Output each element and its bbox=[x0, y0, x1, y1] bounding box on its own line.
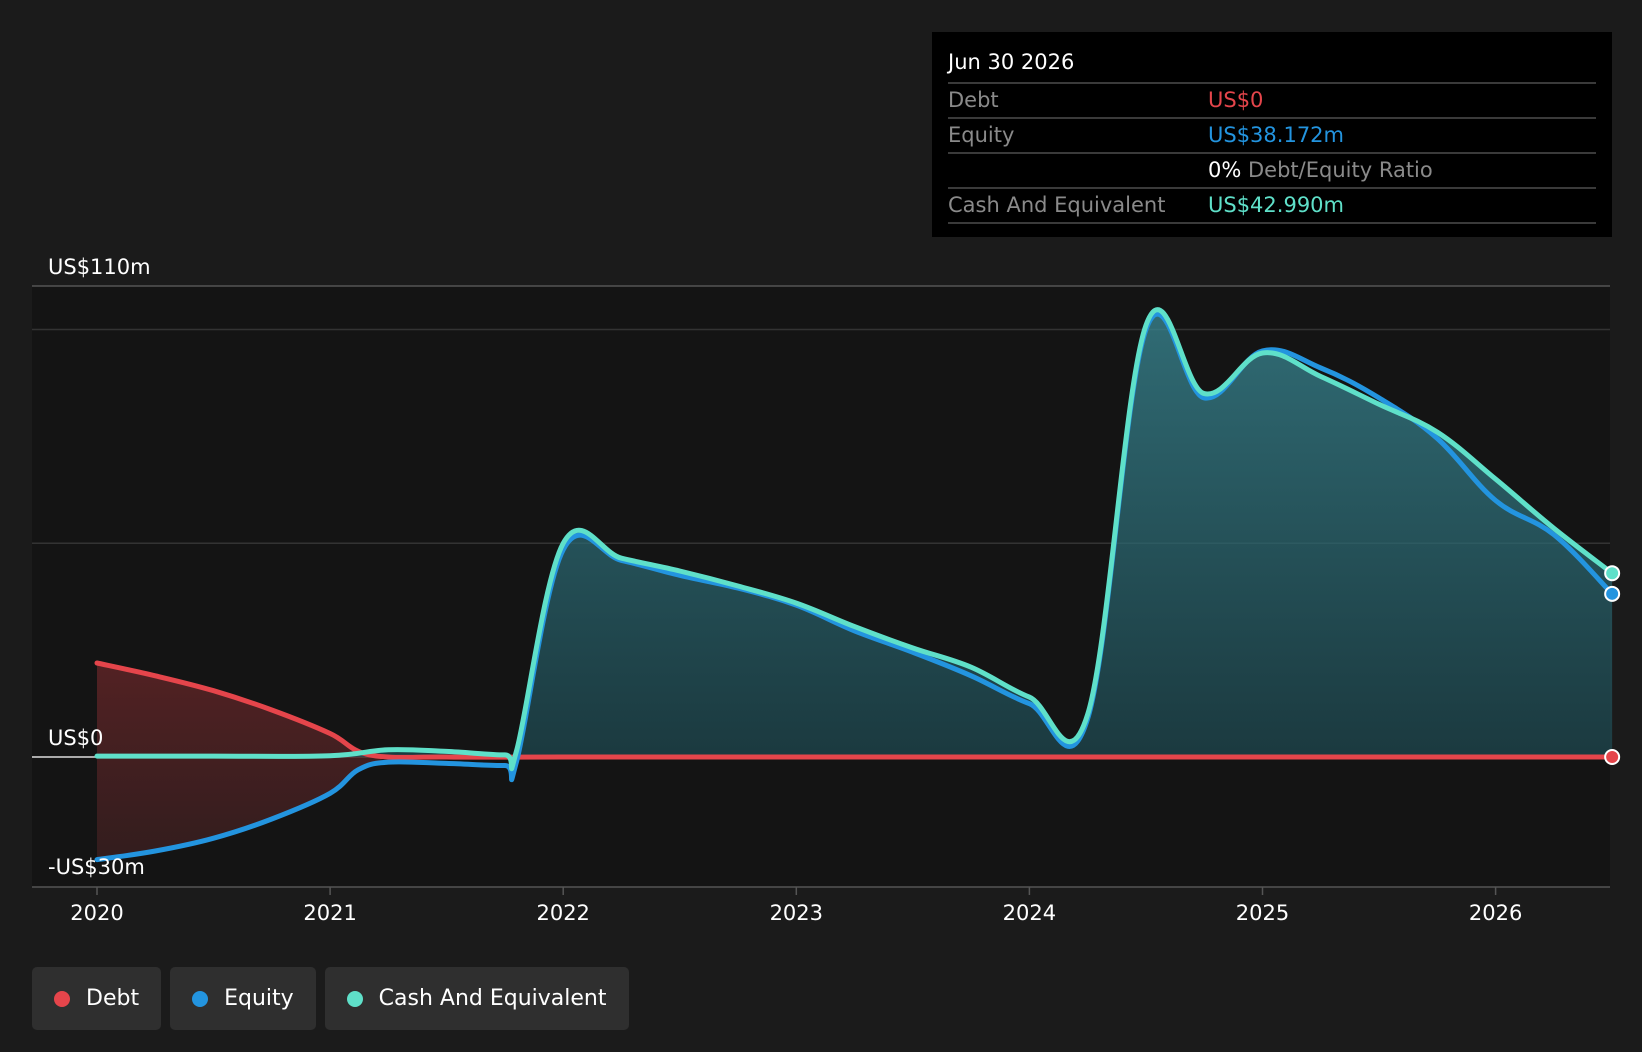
x-tick-label: 2023 bbox=[770, 901, 823, 925]
tooltip-cash-value: US$42.990m bbox=[1208, 193, 1344, 217]
y-axis-label: -US$30m bbox=[48, 855, 145, 879]
legend-item-equity[interactable]: Equity bbox=[170, 967, 316, 1030]
tooltip: Jun 30 2026 Debt US$0 Equity US$38.172m … bbox=[932, 32, 1612, 237]
tooltip-equity-row: Equity US$38.172m bbox=[948, 119, 1596, 152]
tooltip-cash-row: Cash And Equivalent US$42.990m bbox=[948, 189, 1596, 224]
tooltip-debt-row: Debt US$0 bbox=[948, 84, 1596, 119]
y-axis-label: US$0 bbox=[48, 726, 103, 750]
debt-line bbox=[94, 660, 1615, 760]
x-tick-label: 2024 bbox=[1003, 901, 1056, 925]
x-tick-label: 2022 bbox=[536, 901, 589, 925]
tooltip-ratio-value: 0% bbox=[1208, 158, 1242, 182]
x-tick-label: 2025 bbox=[1236, 901, 1289, 925]
equity-dot-icon bbox=[192, 990, 209, 1007]
equity-end-marker bbox=[1604, 585, 1621, 602]
equity-line bbox=[94, 311, 1615, 863]
tooltip-equity-value: US$38.172m bbox=[1208, 123, 1344, 147]
tooltip-date: Jun 30 2026 bbox=[948, 46, 1596, 84]
legend-label-debt: Debt bbox=[86, 986, 140, 1011]
cash-area bbox=[97, 309, 1613, 769]
x-tick-label: 2020 bbox=[70, 901, 123, 925]
tooltip-cash-label: Cash And Equivalent bbox=[948, 193, 1166, 217]
x-tick-label: 2021 bbox=[303, 901, 356, 925]
tooltip-debt-value: US$0 bbox=[1208, 88, 1264, 112]
legend-item-debt[interactable]: Debt bbox=[32, 967, 162, 1030]
debt-area bbox=[97, 663, 389, 860]
y-axis-label: US$110m bbox=[48, 255, 151, 279]
cash-line bbox=[94, 307, 1615, 772]
tooltip-debt-label: Debt bbox=[948, 88, 999, 112]
debt-dot-icon bbox=[54, 990, 70, 1007]
tooltip-ratio-row: 0% Debt/Equity Ratio bbox=[948, 152, 1596, 189]
cash-dot-icon bbox=[346, 990, 363, 1007]
x-tick-label: 2026 bbox=[1469, 901, 1522, 925]
tooltip-equity-label: Equity bbox=[948, 123, 1015, 147]
legend-item-cash[interactable]: Cash And Equivalent bbox=[324, 967, 629, 1030]
tooltip-ratio-label: Debt/Equity Ratio bbox=[1248, 158, 1433, 182]
cash-end-marker bbox=[1604, 565, 1621, 582]
legend: Debt Equity Cash And Equivalent bbox=[32, 967, 629, 1030]
debt-end-marker bbox=[1604, 749, 1621, 765]
legend-label-equity: Equity bbox=[224, 986, 294, 1011]
legend-label-cash: Cash And Equivalent bbox=[378, 986, 607, 1011]
